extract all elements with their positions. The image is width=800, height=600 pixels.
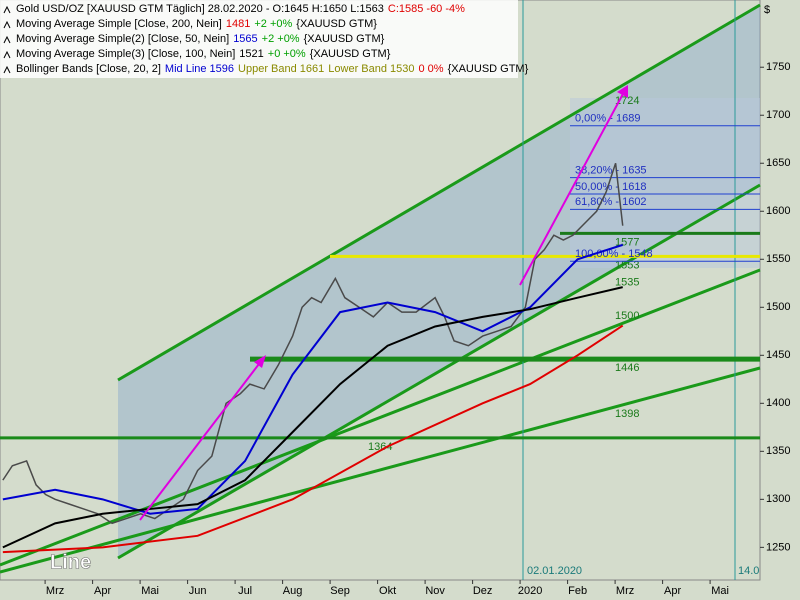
legend-part: Moving Average Simple(3) [Close, 100, Ne… [16, 48, 235, 60]
level-label: 1553 [615, 259, 639, 271]
legend-part: +0 +0% [268, 48, 306, 60]
x-tick-label: Okt [379, 585, 396, 597]
y-tick-label: 1500 [766, 301, 790, 313]
legend-part: Gold USD/OZ [XAUUSD GTM Täglich] 28.02.2… [16, 3, 384, 15]
trend-line [117, 3, 761, 382]
legend-part: {XAUUSD GTM} [310, 48, 391, 60]
legend-part: 1521 [239, 48, 263, 60]
x-tick-label: Nov [425, 585, 445, 597]
arrow-head [617, 85, 628, 98]
legend-box [0, 0, 518, 78]
legend-entry: Moving Average Simple [Close, 200, Nein]… [16, 18, 377, 30]
level-label: 1535 [615, 277, 639, 289]
x-tick-label: Aug [283, 585, 303, 597]
x-tick-label: Feb [568, 585, 587, 597]
legend-entry: Gold USD/OZ [XAUUSD GTM Täglich] 28.02.2… [16, 3, 465, 15]
y-tick-label: 1600 [766, 205, 790, 217]
legend-part: Upper Band 1661 [238, 63, 324, 75]
y-tick-label: 1300 [766, 493, 790, 505]
fib-label: 61,80% - 1602 [575, 196, 647, 208]
x-tick-label: 2020 [518, 585, 542, 597]
legend-part: {XAUUSD GTM} [304, 33, 385, 45]
legend-part: Mid Line 1596 [165, 63, 234, 75]
y-tick-label: 1350 [766, 445, 790, 457]
legend-part: Moving Average Simple [Close, 200, Nein] [16, 18, 222, 30]
legend-part: Lower Band 1530 [328, 63, 414, 75]
level-label: 1446 [615, 362, 639, 374]
y-tick-label: 1550 [766, 253, 790, 265]
legend-icon [3, 5, 11, 14]
series-line [2, 324, 624, 554]
x-tick-label: Jul [238, 585, 252, 597]
legend-icon [3, 50, 11, 59]
x-tick-label: Mai [141, 585, 159, 597]
legend-part: {XAUUSD GTM} [448, 63, 529, 75]
legend-entry: Bollinger Bands [Close, 20, 2] Mid Line 1… [16, 63, 529, 75]
plot-area [0, 0, 761, 581]
arrow [519, 91, 625, 286]
level-label: 1364 [368, 441, 392, 453]
x-tick-label: Mrz [46, 585, 64, 597]
legend-part: Bollinger Bands [Close, 20, 2] [16, 63, 161, 75]
level-label: 1500 [615, 310, 639, 322]
y-tick-label: 1400 [766, 397, 790, 409]
legend-icon [3, 35, 11, 44]
watermark: Line [50, 551, 91, 573]
level-label: 1398 [615, 408, 639, 420]
trend-line [0, 268, 761, 567]
x-tick-label: Mai [711, 585, 729, 597]
x-tick-label: Apr [94, 585, 111, 597]
x-tick-label: Sep [330, 585, 350, 597]
y-tick-label: 1450 [766, 349, 790, 361]
legend-part: {XAUUSD GTM} [296, 18, 377, 30]
fib-label: 100,00% - 1548 [575, 248, 653, 260]
series [2, 163, 624, 554]
legend-icon [3, 65, 11, 74]
x-tick-label: Mrz [616, 585, 634, 597]
legend: Gold USD/OZ [XAUUSD GTM Täglich] 28.02.2… [3, 3, 529, 75]
y-tick-label: 1650 [766, 157, 790, 169]
y-tick-label: 1700 [766, 109, 790, 121]
x-tick-label: Apr [664, 585, 681, 597]
arrow [139, 359, 263, 521]
series-line [2, 163, 624, 525]
legend-entry: Moving Average Simple(2) [Close, 50, Nei… [16, 33, 385, 45]
legend-part: 0 0% [419, 63, 444, 75]
legend-part: 1481 [226, 18, 250, 30]
fib-label: 38,20% - 1635 [575, 165, 647, 177]
legend-part: C:1585 -60 -4% [388, 3, 465, 15]
currency: $ [764, 4, 770, 16]
date-marker: 02.01.2020 [527, 565, 582, 577]
legend-part: +2 +0% [254, 18, 292, 30]
y-tick-label: 1750 [766, 61, 790, 73]
x-tick-label: Dez [473, 585, 493, 597]
right-marker: 14.0 [738, 565, 759, 577]
legend-part: Moving Average Simple(2) [Close, 50, Nei… [16, 33, 229, 45]
legend-entry: Moving Average Simple(3) [Close, 100, Ne… [16, 48, 391, 60]
y-tick-label: 1250 [766, 541, 790, 553]
arrow-head [254, 355, 266, 368]
trend-line [117, 183, 761, 560]
legend-part: 1565 [233, 33, 257, 45]
fib-label: 0,00% - 1689 [575, 113, 640, 125]
fib-label: 50,00% - 1618 [575, 181, 647, 193]
series-line [2, 286, 623, 549]
legend-icon [3, 20, 11, 29]
trend-line [0, 366, 761, 574]
legend-part: +2 +0% [262, 33, 300, 45]
x-tick-label: Jun [189, 585, 207, 597]
